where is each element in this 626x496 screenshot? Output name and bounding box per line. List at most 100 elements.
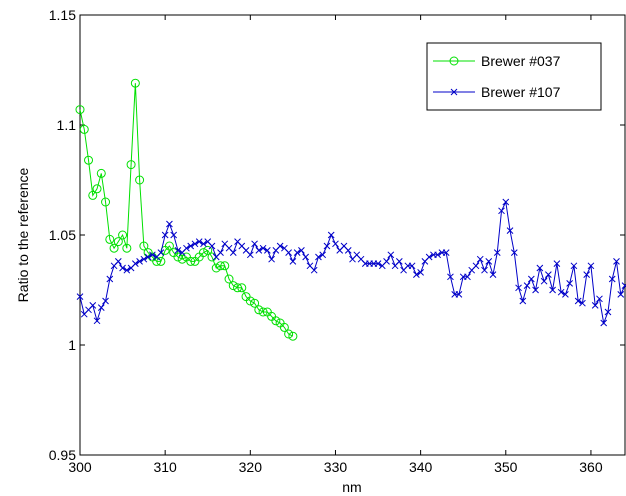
marker (233, 283, 243, 293)
marker (164, 241, 174, 251)
marker (130, 78, 140, 88)
marker (237, 283, 247, 293)
marker (259, 244, 267, 252)
marker (161, 231, 169, 239)
marker (251, 240, 258, 248)
y-tick-label: 1.05 (49, 227, 76, 243)
marker (455, 291, 463, 298)
marker (255, 247, 263, 254)
marker (540, 277, 548, 285)
marker (408, 262, 416, 270)
legend-box (426, 42, 602, 111)
marker (319, 251, 327, 259)
marker (425, 253, 433, 261)
marker (476, 255, 484, 263)
marker (344, 247, 352, 254)
marker (566, 280, 574, 287)
marker (600, 319, 608, 327)
marker (170, 231, 178, 239)
marker (532, 286, 539, 294)
y-axis-label: Ratio to the reference (15, 167, 31, 302)
legend-label: Brewer #107 (481, 84, 561, 100)
marker (510, 249, 518, 256)
marker (258, 307, 268, 317)
series-line (79, 83, 294, 337)
marker (174, 247, 182, 254)
marker (536, 264, 544, 272)
marker (157, 249, 165, 256)
marker (285, 249, 292, 256)
marker (203, 245, 213, 255)
marker (139, 241, 149, 251)
marker (268, 255, 275, 263)
marker (493, 249, 501, 256)
marker (220, 261, 230, 271)
marker (75, 105, 85, 115)
marker (113, 237, 123, 247)
marker (608, 275, 616, 283)
marker (216, 261, 226, 271)
marker (332, 240, 339, 248)
marker (166, 220, 173, 228)
marker (156, 256, 166, 266)
marker (140, 255, 148, 263)
marker (200, 240, 207, 248)
marker (604, 308, 612, 316)
marker (442, 249, 450, 256)
marker (131, 260, 139, 267)
marker (136, 258, 143, 265)
marker (191, 240, 199, 248)
marker (447, 273, 454, 281)
x-tick-label: 310 (153, 459, 177, 475)
marker (250, 298, 260, 308)
marker (570, 262, 578, 270)
marker (195, 238, 203, 245)
marker (617, 291, 625, 298)
marker (102, 297, 109, 305)
marker (417, 269, 424, 276)
marker (489, 271, 497, 278)
marker (413, 271, 420, 278)
marker (144, 253, 152, 261)
legend-label: Brewer #037 (481, 53, 561, 69)
marker (434, 251, 442, 259)
x-tick-label: 350 (494, 459, 518, 475)
marker (101, 197, 111, 207)
marker (383, 258, 390, 265)
marker (79, 124, 89, 134)
marker (298, 247, 305, 254)
marker (198, 248, 208, 258)
marker (84, 155, 94, 165)
marker (502, 198, 510, 206)
marker (613, 258, 620, 265)
marker (135, 175, 145, 185)
y-tick-label: 1.15 (49, 7, 76, 23)
marker (519, 297, 527, 305)
marker (562, 291, 569, 298)
marker (187, 242, 195, 250)
marker (327, 231, 335, 239)
marker (217, 249, 224, 256)
marker (123, 266, 131, 274)
marker (288, 331, 298, 341)
marker (596, 295, 603, 303)
marker (310, 266, 318, 274)
marker (527, 275, 535, 283)
marker (481, 266, 488, 274)
marker (302, 253, 310, 261)
marker (289, 258, 297, 265)
marker (621, 282, 626, 289)
marker (279, 322, 289, 332)
marker (118, 230, 128, 240)
marker (245, 296, 255, 306)
marker (315, 253, 322, 261)
x-axis-label: nm (342, 479, 361, 495)
marker (498, 207, 505, 215)
marker (549, 286, 556, 294)
marker (515, 284, 522, 292)
marker (579, 299, 586, 307)
marker (574, 297, 582, 305)
marker (472, 262, 480, 270)
marker (76, 293, 84, 300)
